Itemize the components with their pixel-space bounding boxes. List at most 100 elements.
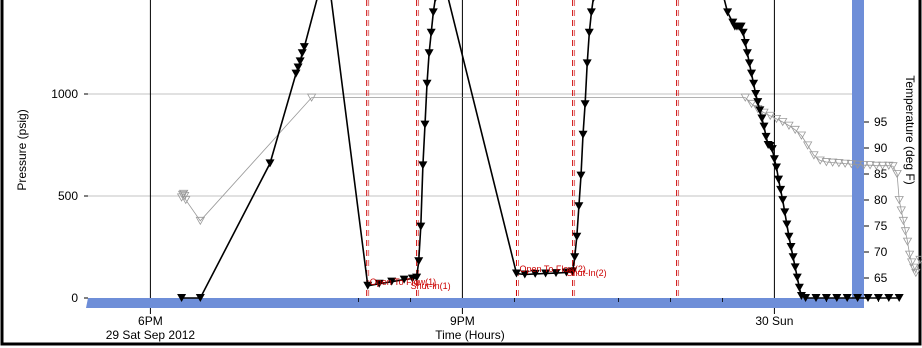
pressure-data-point: [578, 130, 588, 139]
temperature-data-point: [915, 255, 922, 265]
temperature-data-point: [871, 161, 882, 170]
event-labels: Open To Flow(1)Shut-In(1) Open To Flow(2)…: [370, 264, 607, 291]
temperature-data-point: [902, 237, 913, 246]
y-axis-left-ticks: 050010001500: [51, 87, 88, 305]
pressure-data-point: [811, 294, 821, 302]
y2-axis-tick-label: 65: [874, 271, 888, 285]
pressure-data-point: [780, 208, 790, 217]
y2-axis-tick-label: 80: [874, 193, 888, 207]
pressure-data-point: [293, 63, 303, 72]
pressure-data-point: [776, 185, 786, 194]
pressure-data-point: [291, 69, 301, 78]
pressure-data-point: [570, 253, 580, 262]
temperature-data-point: [180, 191, 190, 201]
pressure-data-point: [796, 291, 806, 300]
y-axis-right-ticks: 65 70 75 80 85 90 95: [864, 115, 888, 285]
pressure-data-point: [751, 90, 761, 98]
x-axis-tick-label: 9PM: [450, 314, 475, 328]
pressure-data-point: [265, 159, 275, 168]
pressure-data-point: [738, 28, 748, 37]
pressure-data-point: [792, 273, 802, 282]
temperature-data-point: [894, 196, 904, 205]
pressure-data-point: [424, 49, 434, 58]
pressure-data-point: [784, 232, 794, 241]
pressure-data-point: [399, 275, 409, 284]
pressure-data-point: [761, 132, 771, 141]
temperature-data-point: [859, 161, 869, 170]
pressure-data-point: [428, 8, 438, 17]
temperature-data-point: [796, 131, 807, 140]
pressure-data-point: [592, 0, 595, 3]
pressure-data-point: [757, 114, 767, 123]
temperature-series: [176, 93, 922, 278]
pressure-data-point: [774, 175, 784, 184]
x-axis-tick-label: 6PM: [138, 314, 163, 328]
pressure-data-point: [574, 202, 584, 211]
temperature-data-point: [802, 141, 813, 150]
pressure-data-point: [580, 100, 590, 109]
y-axis-tick-label: 0: [71, 291, 78, 305]
pressure-data-point: [790, 263, 800, 272]
y2-axis-tick-label: 95: [874, 115, 888, 129]
y2-axis-tick-label: 75: [874, 219, 888, 233]
plot-area: [86, 0, 864, 308]
pressure-data-point: [747, 69, 757, 78]
temperature-data-point: [181, 196, 191, 205]
event-label: Open To Flow(2): [519, 264, 585, 274]
temperature-data-point: [790, 125, 800, 135]
y-axis-tick-label: 500: [58, 189, 78, 203]
temperature-data-point: [865, 161, 875, 170]
pressure-data-point: [771, 163, 781, 172]
pressure-data-point: [584, 28, 594, 37]
y-axis-label: Pressure (psig): [15, 109, 29, 190]
temperature-data-point: [306, 93, 317, 102]
temperature-data-point: [840, 159, 850, 168]
temperature-data-point: [888, 162, 898, 171]
temperature-data-point: [746, 99, 757, 109]
temperature-data-point: [900, 227, 911, 236]
temperature-data-point: [904, 250, 915, 259]
pressure-data-point: [788, 253, 798, 262]
y-axis-tick-label: 1000: [51, 87, 78, 101]
temperature-data-point: [852, 160, 863, 169]
pressure-data-point: [782, 220, 792, 229]
pressure-data-point: [297, 49, 307, 58]
pressure-data-point: [853, 294, 863, 302]
pressure-data-point: [576, 171, 586, 180]
temperature-data-point: [784, 121, 794, 130]
y2-axis-label: Temperature (deg F): [903, 75, 917, 184]
pressure-data-point: [299, 43, 309, 52]
pressure-data-point: [530, 269, 540, 278]
pressure-data-point: [786, 243, 796, 251]
pressure-data-point: [195, 294, 205, 302]
pressure-data-point: [520, 270, 530, 279]
pressure-series: [177, 0, 904, 302]
pressure-data-point: [767, 145, 777, 154]
pressure-data-point: [863, 294, 873, 302]
pressure-data-point: [177, 294, 187, 302]
pressure-data-point: [374, 279, 384, 288]
pressure-data-point: [740, 39, 750, 47]
temperature-data-point: [827, 158, 838, 167]
pressure-data-point: [572, 232, 582, 241]
temperature-data-point: [821, 158, 832, 167]
plot-right-wall: [852, 0, 864, 308]
event-label: Shut-In(2): [567, 268, 607, 278]
temperature-data-point: [898, 216, 909, 226]
temperature-data-point: [815, 156, 825, 165]
pressure-data-point: [295, 57, 305, 66]
temperature-data-point: [896, 206, 906, 215]
pressure-data-point: [759, 122, 769, 131]
temperature-series-line: [181, 97, 921, 274]
temperature-data-point: [892, 170, 902, 179]
plot-area-background: [88, 0, 852, 298]
pressure-data-point: [412, 273, 422, 282]
y2-axis-tick-label: 70: [874, 245, 888, 259]
event-label: Shut-In(1): [411, 281, 451, 291]
pressure-data-point: [561, 268, 571, 277]
pressure-data-point: [420, 120, 430, 129]
temperature-data-point: [877, 161, 888, 170]
pressure-data-point: [416, 222, 426, 231]
